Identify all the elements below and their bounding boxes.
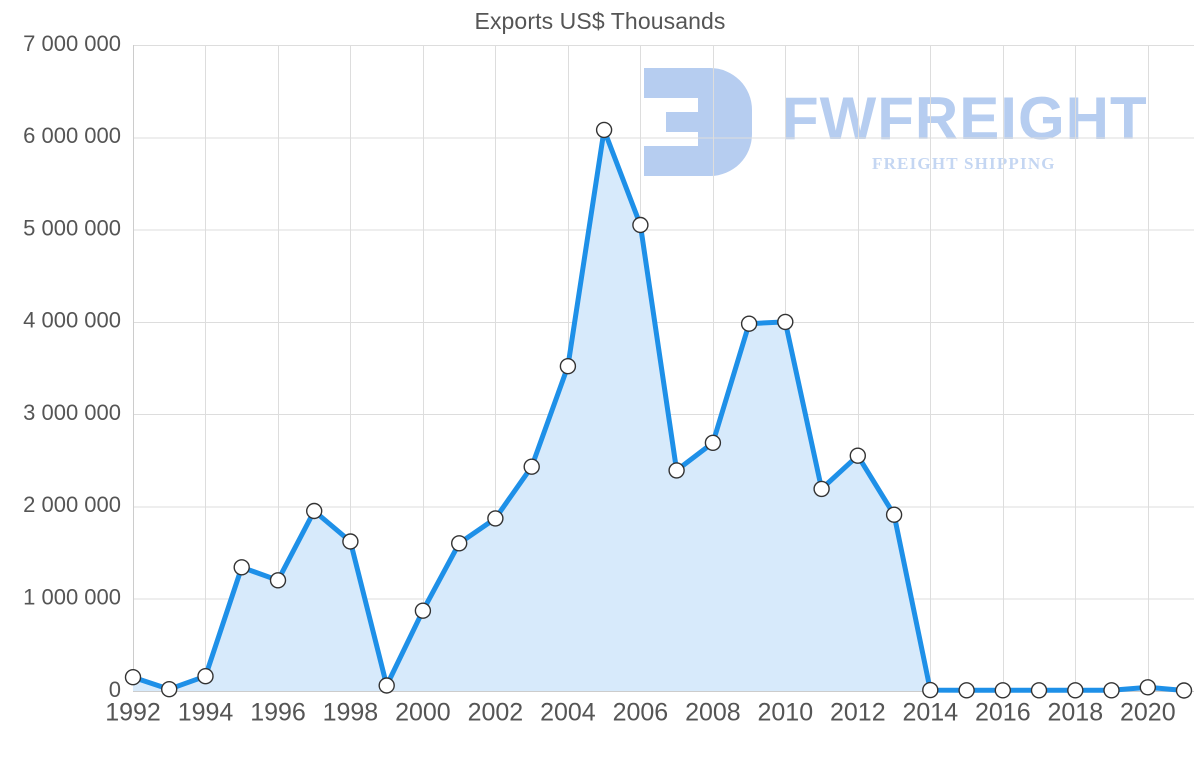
series-area-path [133,129,1184,691]
x-axis-tick-label: 2010 [757,699,813,727]
data-point-marker[interactable] [994,682,1011,699]
data-point-marker[interactable] [1067,682,1084,699]
data-point-marker[interactable] [1030,682,1048,699]
data-point-marker[interactable] [813,480,830,498]
x-axis-tick-label: 1998 [323,699,379,727]
x-axis-tick-label: 2012 [830,699,886,727]
data-point-marker[interactable] [1103,682,1120,699]
data-point-marker[interactable] [632,216,649,234]
data-point-marker[interactable] [849,447,866,464]
data-point-marker[interactable] [414,602,432,619]
series-markers[interactable] [124,121,1193,699]
x-axis-tick-label: 1996 [250,699,306,727]
y-axis-tick-label: 1 000 000 [23,585,121,610]
data-point-marker[interactable] [922,681,939,699]
data-point-marker[interactable] [668,462,685,479]
data-point-marker[interactable] [197,668,214,685]
x-axis-tick-label: 2002 [468,699,524,727]
data-point-marker[interactable] [885,506,903,523]
y-axis-tick-labels: 7 000 000 6 000 000 5 000 000 4 000 000 3 00… [23,31,121,702]
y-axis-tick-label: 4 000 000 [23,308,121,333]
data-point-marker[interactable] [124,669,142,686]
series-area [133,129,1184,691]
data-point-marker[interactable] [958,682,975,699]
data-point-marker[interactable] [1175,682,1193,699]
x-axis-tick-label: 2016 [975,699,1031,727]
y-axis-tick-label: 7 000 000 [23,31,121,56]
data-point-marker[interactable] [523,458,540,475]
data-point-marker[interactable] [595,121,613,139]
y-axis-tick-label: 5 000 000 [23,215,121,240]
data-point-marker[interactable] [740,315,758,332]
data-point-marker[interactable] [306,502,323,520]
y-axis-tick-label: 2 000 000 [23,492,121,517]
y-axis-tick-label: 0 [109,677,121,702]
data-point-marker[interactable] [487,510,504,527]
x-axis-tick-labels: 1992 1994 1996 1998 2000 2002 2004 2006 2008 2010… [105,699,1175,727]
x-axis-tick-label: 2018 [1047,699,1103,727]
data-point-marker[interactable] [704,434,722,451]
data-point-marker[interactable] [451,535,468,552]
x-axis-tick-label: 2000 [395,699,451,727]
x-axis-tick-label: 2004 [540,699,596,727]
y-axis-tick-label: 6 000 000 [23,123,121,148]
data-point-marker[interactable] [777,313,794,331]
chart-title: Exports US$ Thousands [474,8,726,34]
x-axis-tick-label: 2008 [685,699,741,727]
x-axis-tick-label: 1992 [105,699,161,727]
x-axis-tick-label: 1994 [178,699,234,727]
data-point-marker[interactable] [233,559,250,576]
x-axis-tick-label: 2014 [902,699,958,727]
x-axis-tick-label: 2020 [1120,699,1176,727]
data-point-marker[interactable] [1139,679,1157,696]
data-point-marker[interactable] [342,533,359,550]
data-point-marker[interactable] [378,677,395,694]
x-axis-tick-label: 2006 [613,699,669,727]
data-point-marker[interactable] [160,681,178,698]
y-axis-tick-label: 3 000 000 [23,400,121,425]
data-point-marker[interactable] [269,572,287,589]
data-point-marker[interactable] [559,358,577,375]
